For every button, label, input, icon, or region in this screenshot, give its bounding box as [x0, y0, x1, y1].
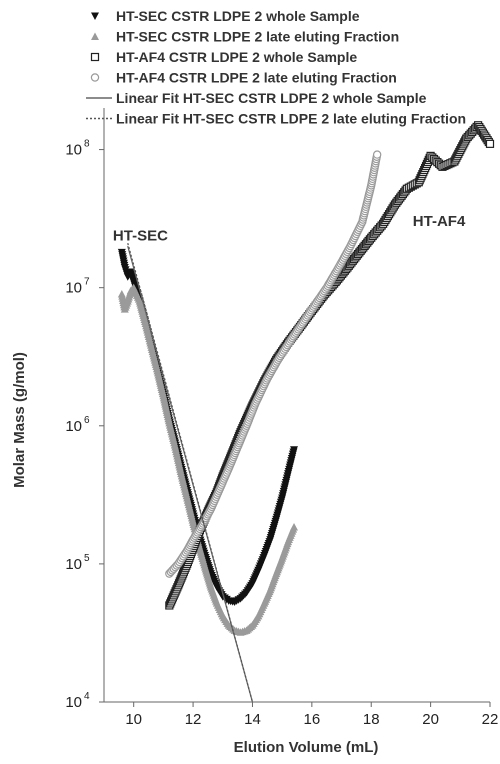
annotations: HT-SEC HT-AF4 — [113, 213, 466, 244]
x-tick-label: 10 — [125, 711, 142, 728]
axes — [103, 108, 490, 703]
legend-item: HT-SEC CSTR LDPE 2 whole Sample — [91, 8, 360, 24]
data-point — [290, 522, 299, 531]
y-tick-label: 10 — [65, 142, 82, 159]
data-point — [485, 139, 495, 148]
legend-marker-swatch — [90, 52, 100, 62]
x-tick-label: 22 — [482, 711, 499, 728]
legend: HT-SEC CSTR LDPE 2 whole Sample HT-SEC CS… — [86, 8, 466, 127]
legend-item: HT-SEC CSTR LDPE 2 late eluting Fraction — [91, 29, 399, 45]
legend-label: HT-SEC CSTR LDPE 2 whole Sample — [116, 8, 360, 24]
series-triangle-down — [117, 248, 299, 606]
legend-item: HT-AF4 CSTR LDPE 2 whole Sample — [90, 49, 357, 65]
data-point — [290, 446, 299, 454]
data-point — [372, 150, 382, 159]
y-tick-label: 10 — [65, 694, 82, 711]
y-tick-exponent: 8 — [84, 139, 90, 150]
plot-marks — [117, 121, 495, 703]
x-tick-label: 14 — [244, 711, 261, 728]
y-tick-exponent: 5 — [84, 553, 90, 564]
x-tick-label: 18 — [363, 711, 380, 728]
annotation-label: HT-AF4 — [413, 213, 466, 230]
legend-marker-swatch — [90, 73, 100, 82]
series-circle-open — [165, 150, 382, 578]
x-tick-label: 16 — [304, 711, 321, 728]
y-tick-label: 10 — [65, 418, 82, 435]
legend-label: HT-SEC CSTR LDPE 2 late eluting Fraction — [116, 29, 399, 45]
y-tick-exponent: 4 — [84, 691, 90, 702]
fit-line — [127, 243, 254, 703]
legend-label: HT-AF4 CSTR LDPE 2 late eluting Fraction — [116, 70, 397, 86]
series-line-dotted — [127, 243, 254, 703]
y-axis-title: Molar Mass (g/mol) — [11, 352, 28, 488]
y-tick-label: 10 — [65, 556, 82, 573]
annotation-label: HT-SEC — [113, 227, 168, 244]
legend-item: Linear Fit HT-SEC CSTR LDPE 2 late eluti… — [86, 111, 466, 127]
legend-label: HT-AF4 CSTR LDPE 2 whole Sample — [116, 49, 357, 65]
legend-item: Linear Fit HT-SEC CSTR LDPE 2 whole Samp… — [86, 90, 427, 106]
series-square-open — [165, 121, 495, 610]
legend-item: HT-AF4 CSTR LDPE 2 late eluting Fraction — [90, 70, 397, 86]
y-tick-exponent: 6 — [84, 415, 90, 426]
legend-label: Linear Fit HT-SEC CSTR LDPE 2 whole Samp… — [116, 90, 427, 106]
x-tick-label: 12 — [185, 711, 202, 728]
series-triangle-up — [117, 283, 299, 636]
legend-marker-swatch — [91, 12, 99, 20]
x-axis-title: Elution Volume (mL) — [234, 739, 379, 756]
x-tick-label: 20 — [422, 711, 439, 728]
legend-label: Linear Fit HT-SEC CSTR LDPE 2 late eluti… — [116, 111, 466, 127]
y-tick-label: 10 — [65, 280, 82, 297]
legend-marker-swatch — [91, 32, 99, 40]
y-tick-exponent: 7 — [84, 277, 90, 288]
